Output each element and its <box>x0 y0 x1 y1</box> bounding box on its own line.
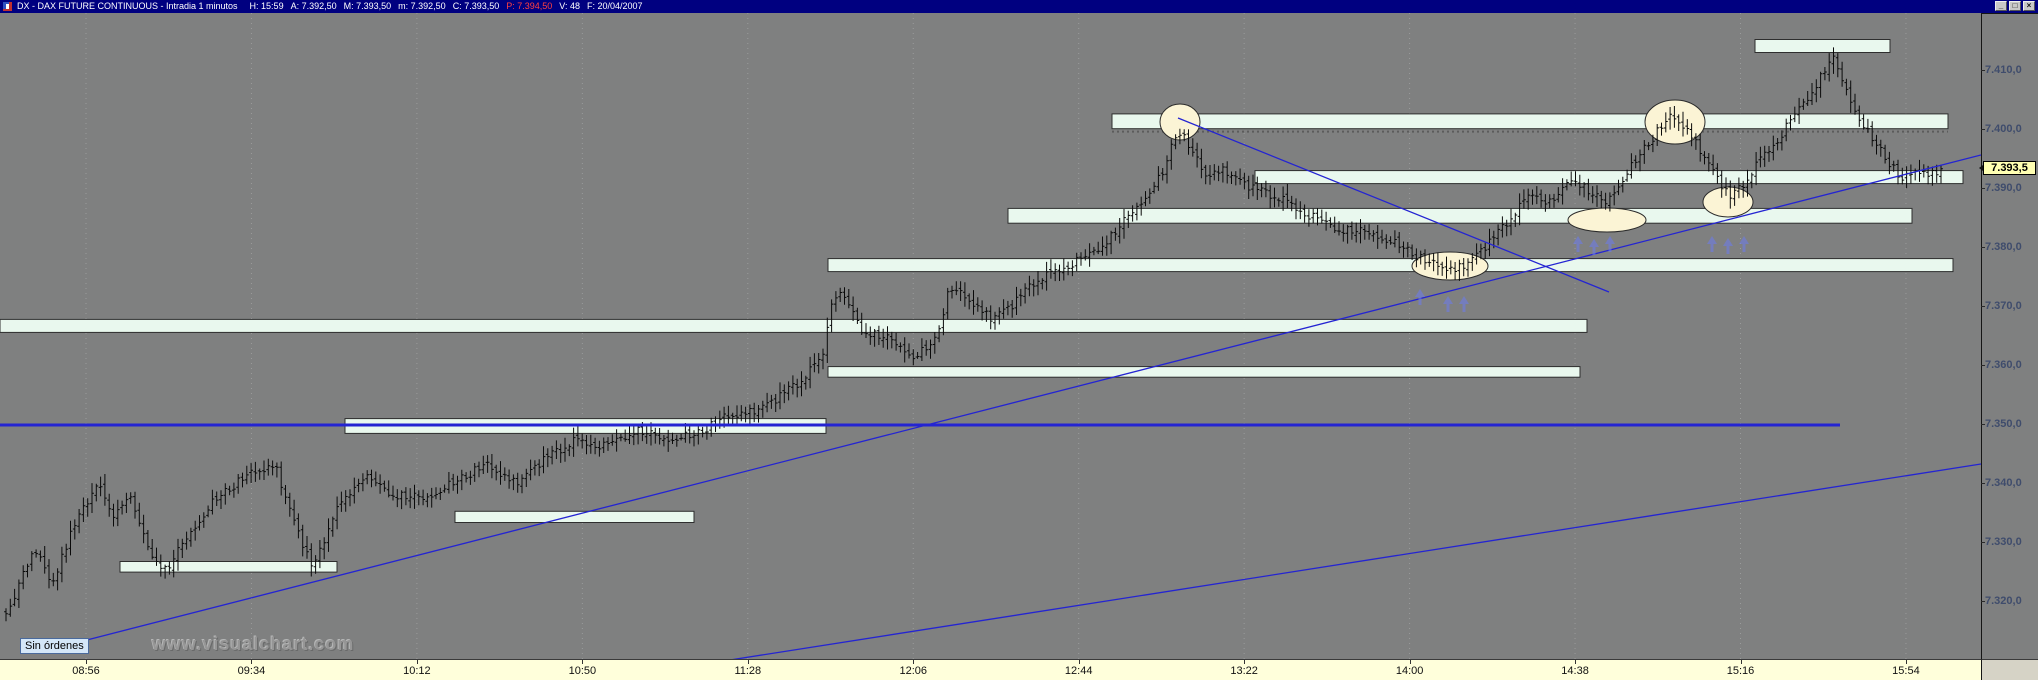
window-buttons: _ □ × <box>1995 1 2035 11</box>
quote-fields: H: 15:59 A: 7.392,50 M: 7.393,50 m: 7.392,5… <box>243 1 643 12</box>
time-tick <box>1740 660 1742 664</box>
time-axis-label: 14:00 <box>1395 665 1424 677</box>
time-tick <box>1575 660 1577 664</box>
quote-field-A: A: 7.392,50 <box>290 1 337 11</box>
time-tick <box>913 660 915 664</box>
axis-corner <box>1981 659 2038 680</box>
price-axis-label: 7.330,0 <box>1981 536 2022 549</box>
status-chip: Sin órdenes <box>20 638 89 654</box>
quote-field-F: F: 20/04/2007 <box>586 1 643 11</box>
time-axis-label: 12:06 <box>899 665 928 677</box>
time-axis[interactable]: 08:56 09:34 10:12 10:50 11:28 12:06 12:44 13:22… <box>0 659 2038 680</box>
close-button[interactable]: × <box>2023 1 2035 11</box>
time-tick <box>582 660 584 664</box>
time-axis-label: 10:12 <box>403 665 431 677</box>
price-axis[interactable]: 7.410,0 7.400,0 7.390,0 7.380,0 7.370,0 7.360… <box>1979 13 2038 659</box>
watermark: www.visualchart.com <box>152 634 355 654</box>
time-axis-label: 09:34 <box>237 665 266 677</box>
time-axis-label: 11:28 <box>734 665 762 677</box>
price-chart-canvas[interactable] <box>0 13 2038 680</box>
time-tick <box>86 660 87 664</box>
quote-field-P: P: 7.394,50 <box>506 1 553 11</box>
minimize-button[interactable]: _ <box>1995 1 2007 11</box>
price-axis-label: 7.390,0 <box>1981 182 2022 195</box>
title-bar[interactable]: DX - DAX FUTURE CONTINUOUS - Intradia 1 … <box>0 0 2038 13</box>
price-axis-label: 7.360,0 <box>1981 359 2022 372</box>
quote-field-H: H: 15:59 <box>249 1 284 11</box>
price-axis-label: 7.350,0 <box>1981 418 2022 431</box>
badge-pointer-icon <box>1979 165 1983 172</box>
time-axis-label: 10:50 <box>568 665 597 677</box>
time-tick <box>1905 660 1907 664</box>
restore-button[interactable]: □ <box>2009 1 2021 11</box>
price-axis-label: 7.400,0 <box>1981 123 2022 136</box>
time-axis-label: 15:16 <box>1726 665 1755 677</box>
time-axis-label: 08:56 <box>72 665 100 677</box>
price-axis-label: 7.410,0 <box>1981 64 2022 76</box>
price-axis-label: 7.380,0 <box>1981 241 2022 254</box>
time-tick <box>416 660 418 664</box>
time-tick <box>1078 660 1080 664</box>
price-axis-label: 7.320,0 <box>1981 595 2022 608</box>
instrument-title: DX - DAX FUTURE CONTINUOUS - Intradia 1 … <box>17 1 238 11</box>
time-axis-label: 13:22 <box>1230 665 1258 677</box>
time-tick <box>251 660 253 664</box>
time-axis-label: 15:54 <box>1892 665 1920 677</box>
time-tick <box>747 660 749 664</box>
price-axis-label: 7.370,0 <box>1981 300 2022 313</box>
quote-field-V: V: 48 <box>559 1 580 11</box>
last-price-badge: 7.393,5 <box>1979 161 2036 176</box>
time-axis-label: 12:44 <box>1064 665 1093 677</box>
chart-icon <box>3 2 12 11</box>
time-tick <box>1409 660 1411 664</box>
quote-field-C: C: 7.393,50 <box>452 1 500 11</box>
time-tick <box>1244 660 1246 664</box>
price-axis-label: 7.340,0 <box>1981 477 2022 490</box>
quote-field-M: M: 7.393,50 <box>343 1 392 11</box>
time-axis-label: 14:38 <box>1561 665 1589 677</box>
quote-field-m: m: 7.392,50 <box>398 1 446 11</box>
